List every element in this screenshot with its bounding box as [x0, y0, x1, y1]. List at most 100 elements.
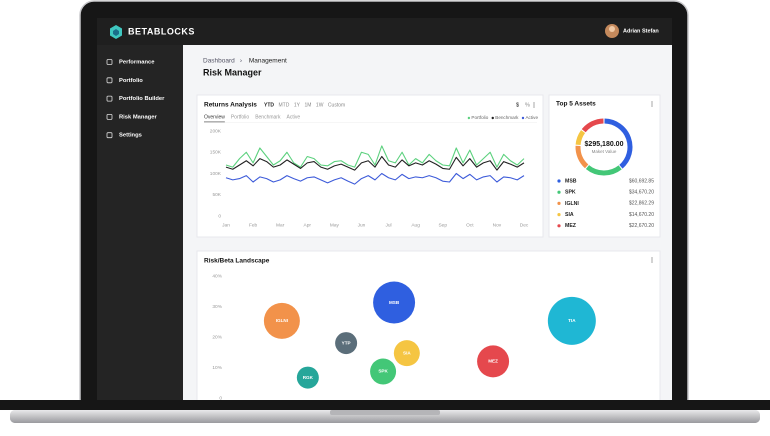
nav-item[interactable]: Portfolio Builder: [119, 96, 165, 102]
nav-icon: [106, 114, 113, 120]
card-title: Top 5 Assets: [556, 101, 596, 108]
legend-dot: [557, 213, 561, 217]
bubble-label: SPK: [378, 369, 388, 374]
asset-name: SIA: [565, 212, 574, 218]
asset-value: $60,692.85: [629, 178, 654, 184]
menu-dot: [651, 259, 653, 261]
x-tick-label: Oct: [466, 222, 474, 228]
period-tab[interactable]: 1Y: [294, 102, 301, 108]
y-tick-label: 10%: [212, 365, 222, 371]
bubble[interactable]: [296, 366, 319, 389]
nav-icon: [106, 59, 113, 65]
sidebar: [97, 45, 183, 400]
legend-label: Active: [525, 115, 538, 120]
legend-label: Portfolio: [471, 115, 488, 120]
view-tab[interactable]: Portfolio: [231, 114, 250, 120]
x-tick-label: Dec: [520, 222, 529, 228]
asset-name: SPK: [565, 190, 576, 196]
menu-dot: [651, 105, 653, 107]
breadcrumb-separator: ›: [240, 58, 242, 65]
view-tab[interactable]: Benchmark: [255, 114, 281, 120]
legend-dot: [557, 179, 561, 183]
x-tick-label: May: [330, 222, 340, 228]
card-title: Returns Analysis: [204, 102, 257, 109]
card-title: Risk/Beta Landscape: [204, 258, 270, 265]
top-bar: [97, 18, 672, 45]
x-tick-label: Jul: [385, 222, 391, 228]
nav-item[interactable]: Portfolio: [119, 78, 143, 84]
unit-toggle[interactable]: %: [525, 102, 530, 108]
bubble[interactable]: [547, 296, 596, 345]
bubble[interactable]: [393, 340, 420, 367]
nav-icon: [106, 77, 113, 84]
view-tab[interactable]: Active: [286, 114, 300, 120]
brand: BETABLOCKS: [128, 26, 195, 36]
menu-dot: [533, 104, 535, 106]
menu-dot: [651, 103, 653, 105]
bezel-bottom: [0, 400, 770, 410]
bubble[interactable]: [477, 345, 510, 378]
asset-value: $22,862.29: [629, 201, 654, 207]
x-tick-label: Jun: [358, 222, 366, 228]
asset-value: $22,670.20: [629, 223, 654, 229]
nav-item[interactable]: Risk Manager: [119, 114, 157, 120]
x-tick-label: Mar: [276, 222, 285, 228]
menu-dot: [533, 106, 535, 108]
y-tick-label: 0: [218, 213, 221, 219]
logo-icon-inner: [113, 29, 119, 36]
donut-segment: [575, 145, 589, 169]
y-tick-label: 0: [219, 395, 222, 401]
bubble[interactable]: [373, 281, 416, 324]
bubble[interactable]: [370, 358, 397, 385]
nav: Performance Portfolio Portfolio Builder Ris…: [106, 59, 165, 139]
user-name[interactable]: Adrian Stefan: [623, 28, 659, 34]
series-line: [225, 155, 525, 171]
x-tick-label: Apr: [304, 222, 312, 228]
x-tick-label: Jan: [222, 222, 230, 228]
asset-value: $34,670.20: [629, 190, 654, 196]
menu-dot: [651, 101, 653, 103]
series-line: [225, 172, 525, 185]
donut-segment: [575, 130, 586, 146]
bubble-label: IGLNI: [276, 318, 288, 323]
x-tick-label: Feb: [249, 222, 258, 228]
unit-toggle[interactable]: $: [516, 102, 519, 108]
bubble-label: SIA: [403, 350, 411, 355]
breadcrumb-link[interactable]: Dashboard: [203, 58, 235, 65]
breadcrumb-current: Management: [249, 58, 287, 65]
y-tick-label: 30%: [212, 304, 222, 310]
series-line: [225, 145, 525, 168]
menu-dot: [651, 257, 653, 259]
nav-item[interactable]: Settings: [119, 133, 142, 139]
card: [548, 94, 661, 238]
y-tick-label: 150K: [210, 150, 222, 156]
nav-icon: [106, 132, 113, 139]
period-tab[interactable]: 1M: [304, 102, 311, 108]
legend-dot: [491, 116, 494, 120]
nav-item[interactable]: Performance: [119, 60, 155, 66]
view-tab[interactable]: Overview: [204, 114, 225, 120]
card: [196, 94, 544, 238]
x-tick-label: Sep: [438, 222, 447, 228]
legend-label: Benchmark: [495, 115, 519, 120]
page-title: Risk Manager: [203, 67, 262, 77]
menu-dot: [651, 261, 653, 263]
bubble-label: MEZ: [488, 359, 498, 364]
period-tab[interactable]: 1W: [316, 102, 324, 108]
total-value: $295,180.00: [585, 141, 624, 148]
period-tab[interactable]: YTD: [264, 102, 274, 108]
bubble[interactable]: [263, 302, 300, 339]
bubble-label: MSB: [389, 300, 400, 305]
legend-dot: [521, 116, 525, 120]
x-tick-label: Aug: [411, 222, 420, 228]
period-tab[interactable]: MTD: [279, 102, 290, 108]
legend-dot: [557, 224, 561, 228]
period-tab[interactable]: Custom: [328, 102, 345, 108]
laptop-base: [10, 410, 760, 423]
y-tick-label: 200K: [210, 128, 222, 134]
asset-value: $14,670.20: [629, 212, 654, 218]
nav-icon: [106, 95, 113, 102]
bubble[interactable]: [335, 332, 358, 355]
